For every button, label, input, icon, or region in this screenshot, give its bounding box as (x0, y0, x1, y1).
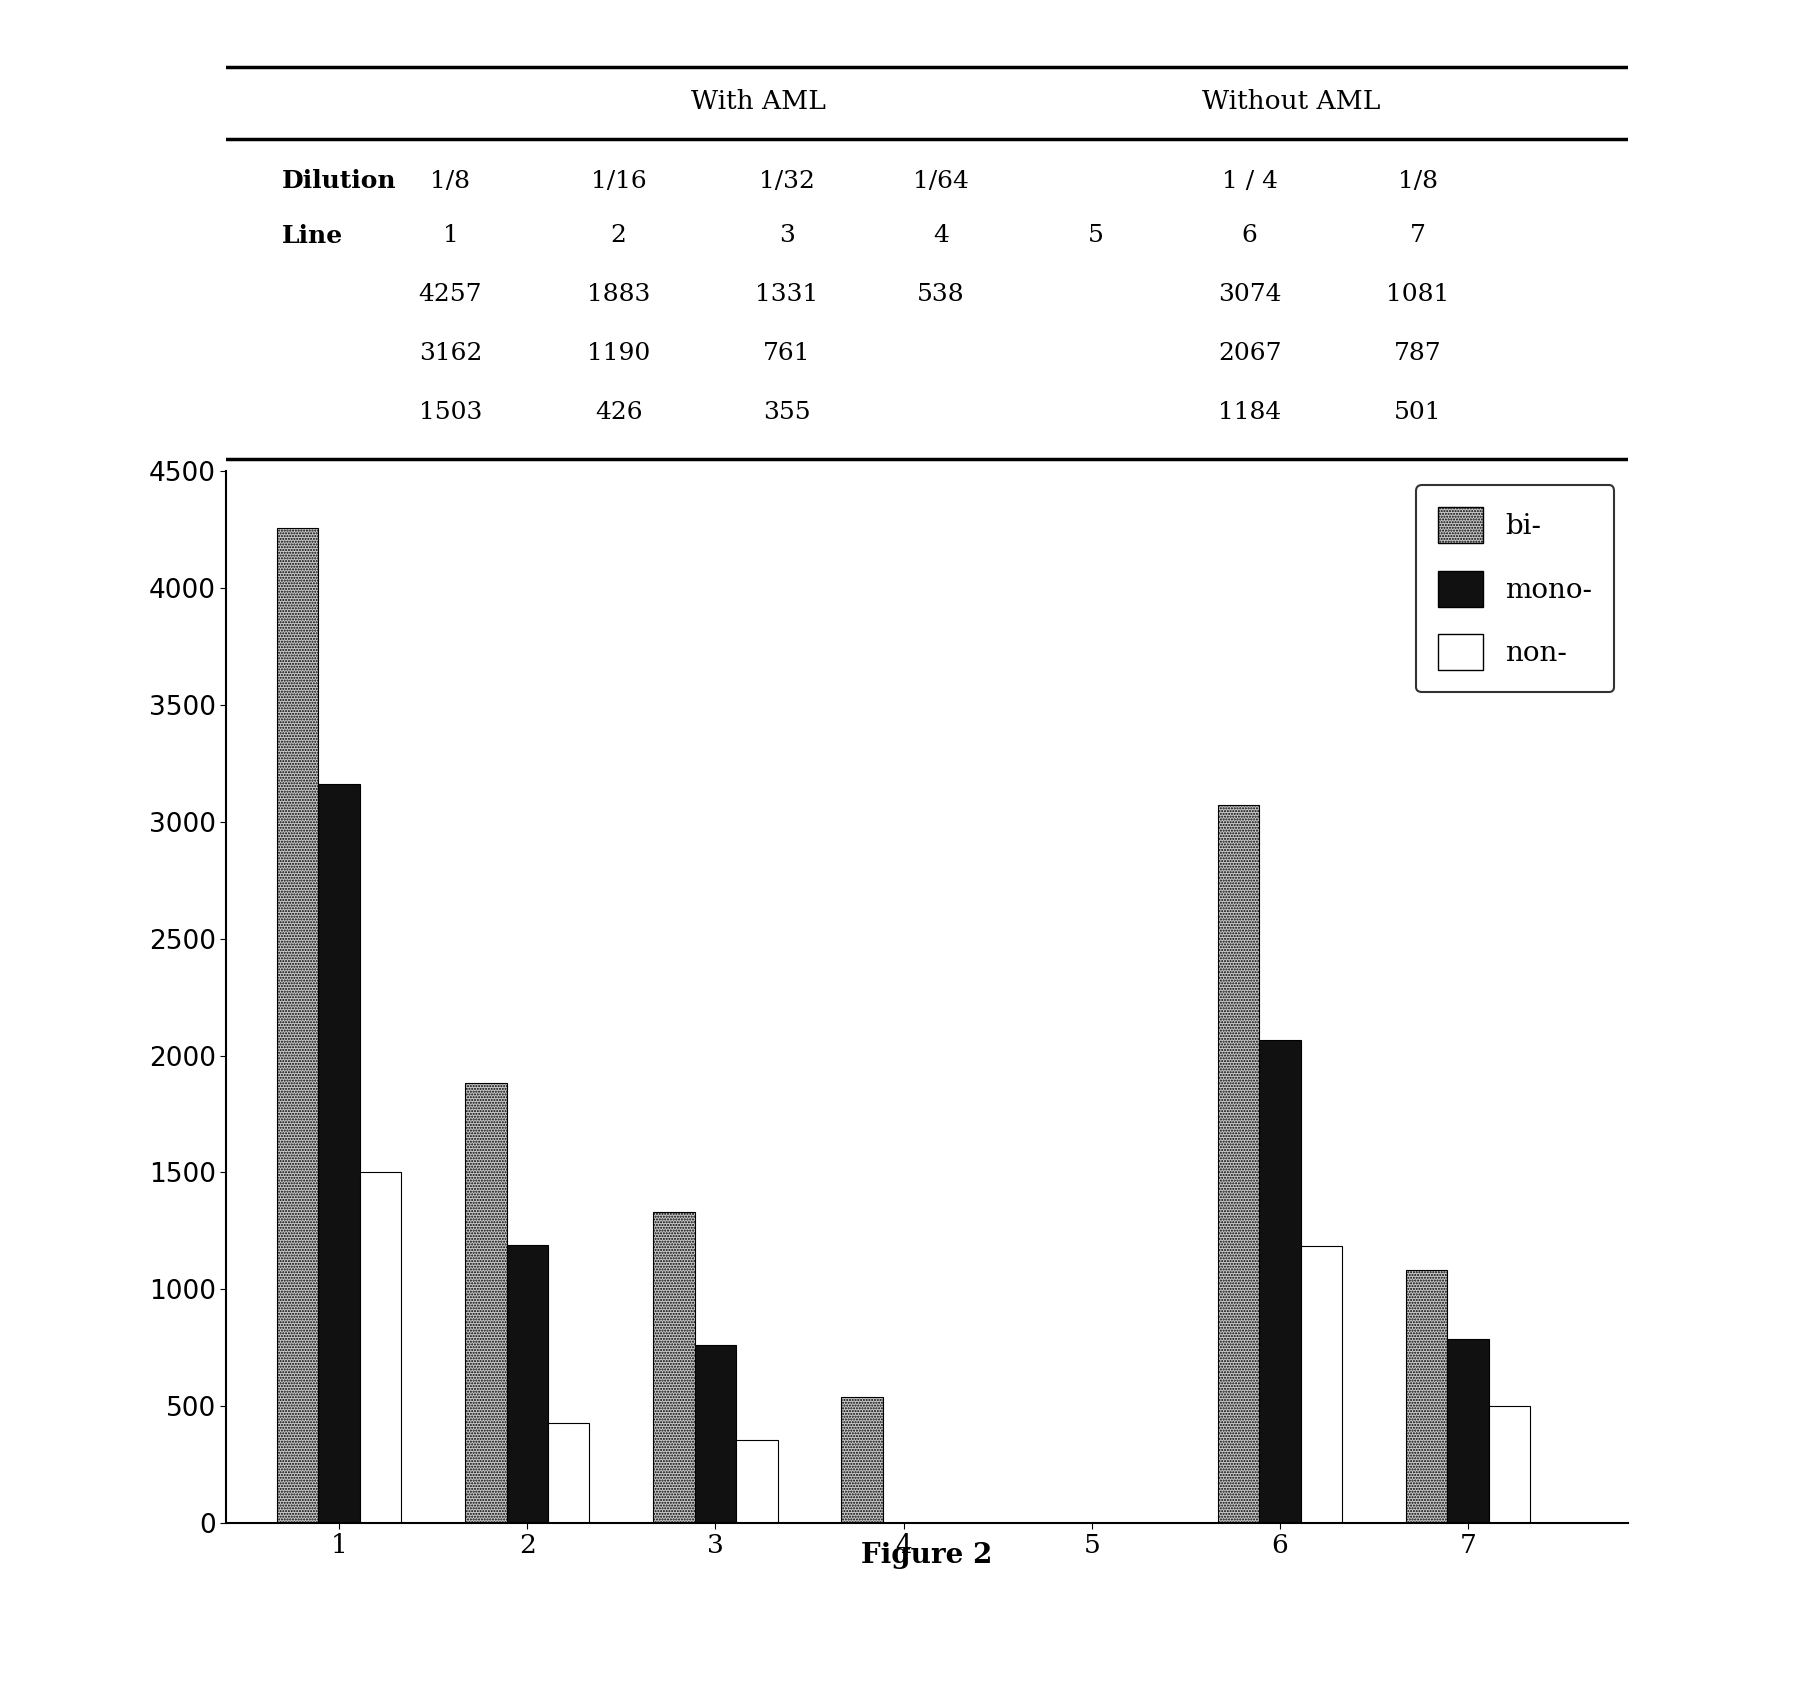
Text: 3074: 3074 (1217, 284, 1281, 306)
Text: 1/64: 1/64 (914, 169, 970, 193)
Bar (1301, 1246, 1342, 1523)
Bar (1489, 1405, 1530, 1523)
Text: 1331: 1331 (756, 284, 818, 306)
Text: 1/16: 1/16 (592, 169, 646, 193)
Bar (465, 1083, 507, 1523)
Text: With AML: With AML (691, 88, 827, 113)
Bar (1259, 1040, 1301, 1523)
Text: Without AML: Without AML (1203, 88, 1380, 113)
Text: 787: 787 (1395, 343, 1442, 365)
Text: 3162: 3162 (418, 343, 483, 365)
Text: 1883: 1883 (586, 284, 651, 306)
Text: 1/8: 1/8 (1398, 169, 1438, 193)
Text: Dilution: Dilution (282, 169, 396, 193)
Text: 6: 6 (1241, 225, 1257, 247)
Text: 426: 426 (595, 400, 642, 424)
Text: 355: 355 (763, 400, 810, 424)
Text: 1/8: 1/8 (431, 169, 470, 193)
Text: 1081: 1081 (1386, 284, 1449, 306)
Text: 2067: 2067 (1217, 343, 1281, 365)
Text: 5: 5 (1087, 225, 1103, 247)
Text: 2: 2 (611, 225, 626, 247)
Text: 1503: 1503 (418, 400, 483, 424)
Bar (277, 529, 318, 1523)
Text: 501: 501 (1395, 400, 1442, 424)
Text: 1184: 1184 (1217, 400, 1281, 424)
Bar (1406, 1270, 1447, 1523)
Bar (507, 1245, 548, 1523)
Text: 4: 4 (933, 225, 950, 247)
Text: 761: 761 (763, 343, 810, 365)
Text: 1190: 1190 (588, 343, 649, 365)
Bar (736, 1441, 778, 1523)
Text: 3: 3 (780, 225, 794, 247)
Text: Line: Line (282, 223, 344, 248)
Bar (695, 1344, 736, 1523)
Text: 4257: 4257 (418, 284, 483, 306)
Text: 1: 1 (443, 225, 458, 247)
Bar (548, 1424, 590, 1523)
Bar (1217, 804, 1259, 1523)
Bar (360, 1172, 402, 1523)
Bar (1447, 1339, 1489, 1523)
Bar (653, 1213, 695, 1523)
Text: 1 / 4: 1 / 4 (1221, 169, 1277, 193)
Text: 1/32: 1/32 (760, 169, 814, 193)
Text: Figure 2: Figure 2 (861, 1542, 993, 1569)
Text: 7: 7 (1409, 225, 1425, 247)
Bar (841, 1397, 883, 1523)
Text: 538: 538 (917, 284, 964, 306)
Bar (318, 784, 360, 1523)
Legend: bi-, mono-, non-: bi-, mono-, non- (1416, 485, 1614, 692)
